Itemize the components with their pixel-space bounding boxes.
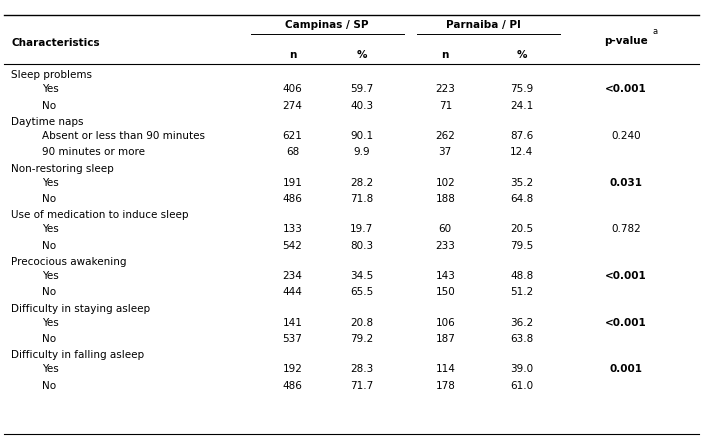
Text: 150: 150	[435, 287, 455, 297]
Text: 19.7: 19.7	[350, 224, 373, 235]
Text: Use of medication to induce sleep: Use of medication to induce sleep	[11, 210, 188, 220]
Text: p-value: p-value	[604, 36, 647, 46]
Text: 0.001: 0.001	[610, 364, 643, 374]
Text: 79.5: 79.5	[510, 241, 534, 251]
Text: 34.5: 34.5	[350, 271, 373, 281]
Text: <0.001: <0.001	[605, 271, 647, 281]
Text: 63.8: 63.8	[510, 334, 534, 344]
Text: Difficulty in falling asleep: Difficulty in falling asleep	[11, 350, 144, 360]
Text: 233: 233	[435, 241, 456, 251]
Text: <0.001: <0.001	[605, 318, 647, 328]
Text: 90 minutes or more: 90 minutes or more	[42, 147, 146, 158]
Text: Yes: Yes	[42, 224, 59, 235]
Text: 61.0: 61.0	[510, 381, 534, 391]
Text: Sleep problems: Sleep problems	[11, 70, 92, 81]
Text: 486: 486	[283, 381, 302, 391]
Text: n: n	[441, 50, 449, 60]
Text: 9.9: 9.9	[354, 147, 370, 158]
Text: 102: 102	[435, 178, 455, 188]
Text: 40.3: 40.3	[350, 101, 373, 111]
Text: 87.6: 87.6	[510, 131, 534, 141]
Text: 51.2: 51.2	[510, 287, 534, 297]
Text: No: No	[42, 241, 56, 251]
Text: 223: 223	[435, 84, 456, 95]
Text: Difficulty in staying asleep: Difficulty in staying asleep	[11, 304, 150, 314]
Text: 178: 178	[435, 381, 456, 391]
Text: <0.001: <0.001	[605, 84, 647, 95]
Text: 28.2: 28.2	[350, 178, 373, 188]
Text: 79.2: 79.2	[350, 334, 373, 344]
Text: 39.0: 39.0	[510, 364, 534, 374]
Text: 537: 537	[283, 334, 302, 344]
Text: 262: 262	[435, 131, 456, 141]
Text: 143: 143	[435, 271, 456, 281]
Text: No: No	[42, 194, 56, 204]
Text: 90.1: 90.1	[350, 131, 373, 141]
Text: 114: 114	[435, 364, 456, 374]
Text: No: No	[42, 287, 56, 297]
Text: 192: 192	[283, 364, 302, 374]
Text: 20.5: 20.5	[510, 224, 534, 235]
Text: 65.5: 65.5	[350, 287, 373, 297]
Text: 12.4: 12.4	[510, 147, 534, 158]
Text: 64.8: 64.8	[510, 194, 534, 204]
Text: No: No	[42, 381, 56, 391]
Text: 24.1: 24.1	[510, 101, 534, 111]
Text: 191: 191	[283, 178, 302, 188]
Text: Daytime naps: Daytime naps	[11, 117, 84, 127]
Text: n: n	[289, 50, 296, 60]
Text: 406: 406	[283, 84, 302, 95]
Text: 274: 274	[283, 101, 302, 111]
Text: 0.031: 0.031	[610, 178, 643, 188]
Text: 75.9: 75.9	[510, 84, 534, 95]
Text: 36.2: 36.2	[510, 318, 534, 328]
Text: 71: 71	[439, 101, 452, 111]
Text: 0.782: 0.782	[611, 224, 640, 235]
Text: 59.7: 59.7	[350, 84, 373, 95]
Text: Characteristics: Characteristics	[11, 38, 100, 48]
Text: 234: 234	[283, 271, 302, 281]
Text: Campinas / SP: Campinas / SP	[285, 20, 369, 30]
Text: Non-restoring sleep: Non-restoring sleep	[11, 164, 114, 174]
Text: 0.240: 0.240	[611, 131, 640, 141]
Text: Precocious awakening: Precocious awakening	[11, 257, 127, 267]
Text: 71.7: 71.7	[350, 381, 373, 391]
Text: 20.8: 20.8	[350, 318, 373, 328]
Text: a: a	[652, 27, 657, 36]
Text: 68: 68	[286, 147, 299, 158]
Text: 542: 542	[283, 241, 302, 251]
Text: Yes: Yes	[42, 271, 59, 281]
Text: Yes: Yes	[42, 178, 59, 188]
Text: 71.8: 71.8	[350, 194, 373, 204]
Text: 444: 444	[283, 287, 302, 297]
Text: Parnaiba / PI: Parnaiba / PI	[446, 20, 521, 30]
Text: Absent or less than 90 minutes: Absent or less than 90 minutes	[42, 131, 205, 141]
Text: 188: 188	[435, 194, 456, 204]
Text: 486: 486	[283, 194, 302, 204]
Text: No: No	[42, 334, 56, 344]
Text: 106: 106	[435, 318, 455, 328]
Text: No: No	[42, 101, 56, 111]
Text: %: %	[517, 50, 527, 60]
Text: 141: 141	[283, 318, 302, 328]
Text: 48.8: 48.8	[510, 271, 534, 281]
Text: 37: 37	[439, 147, 452, 158]
Text: Yes: Yes	[42, 318, 59, 328]
Text: Yes: Yes	[42, 364, 59, 374]
Text: Yes: Yes	[42, 84, 59, 95]
Text: 35.2: 35.2	[510, 178, 534, 188]
Text: %: %	[356, 50, 367, 60]
Text: 133: 133	[283, 224, 302, 235]
Text: 28.3: 28.3	[350, 364, 373, 374]
Text: 80.3: 80.3	[350, 241, 373, 251]
Text: 60: 60	[439, 224, 452, 235]
Text: 187: 187	[435, 334, 456, 344]
Text: 621: 621	[283, 131, 302, 141]
